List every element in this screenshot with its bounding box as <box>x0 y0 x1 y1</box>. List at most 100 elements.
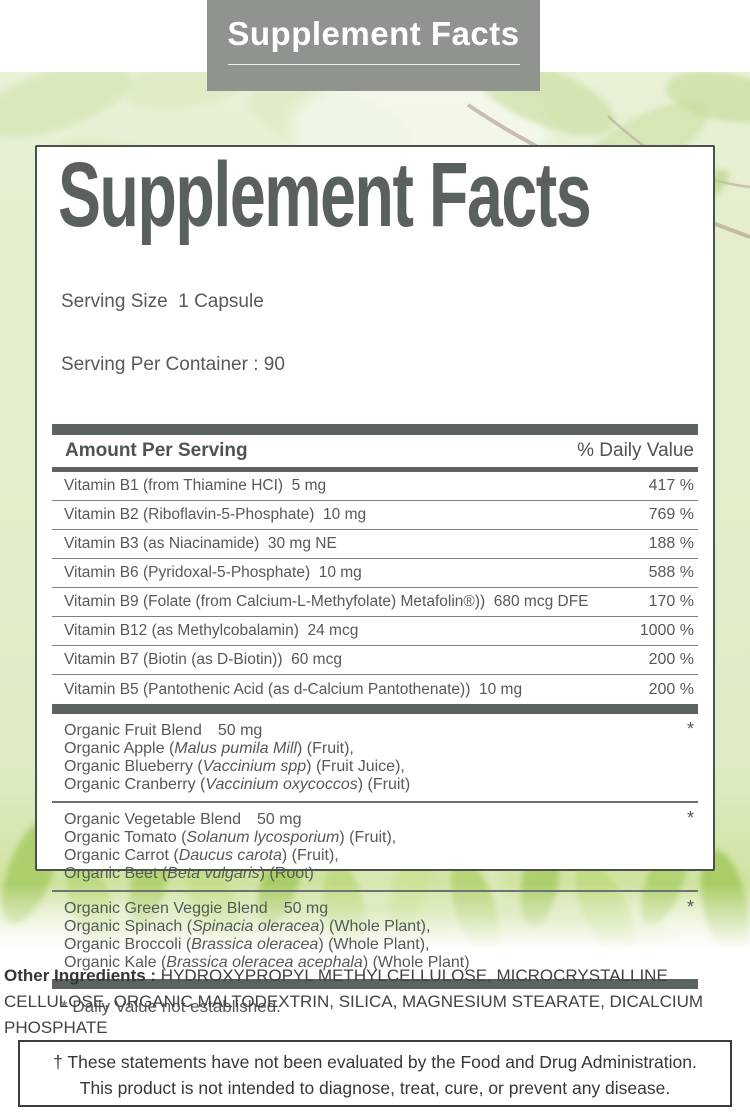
nutrient-rows: Vitamin B1 (from Thiamine HCI) 5 mg 417 … <box>37 472 713 704</box>
ingredient-latin: Brassica oleracea acephala <box>166 954 363 971</box>
nutrient-name: Vitamin B6 (Pyridoxal-5-Phosphate) 10 mg <box>64 564 362 581</box>
ingredient-suffix: ) (Whole Plant) <box>362 954 470 971</box>
table-header-left: Amount Per Serving <box>65 440 248 461</box>
ingredient-suffix: ) (Fruit), <box>339 829 397 846</box>
ingredient-prefix: Organic Apple ( <box>64 740 175 757</box>
blend-ingredients: Organic Spinach (Spinacia oleracea) (Who… <box>64 918 694 972</box>
ingredient-suffix: ) (Fruit), <box>281 847 339 864</box>
blend-section: Organic Vegetable Blend 50 mg * Organic … <box>37 803 713 890</box>
blend-amount: 50 mg <box>217 722 263 739</box>
nutrient-dv: 417 % <box>648 477 694 494</box>
divider-bar-after-blends <box>52 979 698 989</box>
ingredient-latin: Solanum lycosporium <box>186 829 340 846</box>
table-row: Vitamin B2 (Riboflavin-5-Phosphate) 10 m… <box>52 501 698 530</box>
ingredient-suffix: ) (Fruit) <box>357 776 411 793</box>
table-row: Vitamin B7 (Biotin (as D-Biotin)) 60 mcg… <box>52 646 698 675</box>
nutrient-name: Vitamin B2 (Riboflavin-5-Phosphate) 10 m… <box>64 506 367 523</box>
blend-ingredient-line: Organic Broccoli (Brassica oleracea) (Wh… <box>64 936 694 954</box>
nutrient-name: Vitamin B12 (as Methylcobalamin) 24 mcg <box>64 622 359 639</box>
blend-section: Organic Green Veggie Blend 50 mg * Organ… <box>37 892 713 979</box>
other-ingredients-label: Other Ingredients : <box>4 966 157 985</box>
table-row: Vitamin B5 (Pantothenic Acid (as d-Calci… <box>52 675 698 704</box>
ingredient-suffix: ) (Root) <box>259 865 314 882</box>
blend-ingredients: Organic Apple (Malus pumila Mill) (Fruit… <box>64 740 694 794</box>
fda-disclaimer-box: † These statements have not been evaluat… <box>18 1040 732 1107</box>
table-row: Vitamin B1 (from Thiamine HCI) 5 mg 417 … <box>52 472 698 501</box>
blend-dv: * <box>686 897 694 917</box>
ingredient-prefix: Organic Cranberry ( <box>64 776 206 793</box>
daily-value-footnote: * Daily Value not established. <box>61 997 281 1016</box>
blend-ingredient-line: Organic Cranberry (Vaccinium oxycoccos) … <box>64 776 694 794</box>
blend-dv: * <box>686 808 694 828</box>
ingredient-prefix: Organic Tomato ( <box>64 829 187 846</box>
ingredient-suffix: ) (Whole Plant), <box>318 936 430 953</box>
nutrient-dv: 170 % <box>648 593 694 610</box>
blend-ingredient-line: Organic Carrot (Daucus carota) (Fruit), <box>64 847 694 865</box>
blend-section: Organic Fruit Blend 50 mg * Organic Appl… <box>37 714 713 801</box>
servings-per-container: Serving Per Container : 90 <box>61 354 285 375</box>
nutrient-dv: 188 % <box>648 535 694 552</box>
ingredient-latin: Spinacia oleracea <box>192 918 320 935</box>
divider-bar-under-header <box>52 467 698 472</box>
nutrient-name: Vitamin B9 (Folate (from Calcium-L-Methy… <box>64 593 589 610</box>
blend-amount: 50 mg <box>283 900 329 917</box>
blend-name: Organic Vegetable Blend <box>64 811 242 828</box>
table-row: Vitamin B3 (as Niacinamide) 30 mg NE 188… <box>52 530 698 559</box>
panel-title: Supplement Facts <box>58 144 592 246</box>
blend-name: Organic Green Veggie Blend <box>64 900 268 917</box>
blend-separator <box>52 890 698 892</box>
blend-name: Organic Fruit Blend <box>64 722 202 739</box>
table-row: Vitamin B12 (as Methylcobalamin) 24 mcg … <box>52 617 698 646</box>
table-row: Vitamin B9 (Folate (from Calcium-L-Methy… <box>52 588 698 617</box>
divider-bar-thick-top <box>52 424 698 435</box>
ingredient-suffix: ) (Whole Plant), <box>319 918 431 935</box>
ingredient-suffix: ) (Fruit Juice), <box>306 758 405 775</box>
nutrient-name: Vitamin B1 (from Thiamine HCI) 5 mg <box>64 477 327 494</box>
ingredient-prefix: Organic Broccoli ( <box>64 936 192 953</box>
blend-ingredients: Organic Tomato (Solanum lycosporium) (Fr… <box>64 829 694 883</box>
table-header-right: % Daily Value <box>577 440 694 461</box>
ingredient-latin: Brassica oleracea <box>191 936 319 953</box>
table-header: Amount Per Serving % Daily Value <box>37 435 713 467</box>
other-ingredients-text: HYDROXYPROPYL METHYLCELLULOSE, MICROCRYS… <box>4 966 704 1037</box>
ingredient-latin: Vaccinium spp <box>202 758 307 775</box>
fda-disclaimer-line2: This product is not intended to diagnose… <box>79 1078 671 1098</box>
nutrient-dv: 200 % <box>648 651 694 668</box>
ingredient-latin: Beta vulgaris <box>167 865 260 882</box>
blend-ingredient-line: Organic Kale (Brassica oleracea acephala… <box>64 954 694 972</box>
ingredient-latin: Daucus carota <box>178 847 282 864</box>
top-banner: Supplement Facts <box>207 0 540 91</box>
ingredient-prefix: Organic Blueberry ( <box>64 758 203 775</box>
blend-ingredient-line: Organic Apple (Malus pumila Mill) (Fruit… <box>64 740 694 758</box>
ingredient-latin: Malus pumila Mill <box>174 740 297 757</box>
ingredient-latin: Vaccinium oxycoccos <box>205 776 358 793</box>
nutrient-dv: 1000 % <box>639 622 694 639</box>
blend-ingredient-line: Organic Tomato (Solanum lycosporium) (Fr… <box>64 829 694 847</box>
serving-size: Serving Size 1 Capsule <box>61 291 264 312</box>
ingredient-prefix: Organic Spinach ( <box>64 918 193 935</box>
table-row: Vitamin B6 (Pyridoxal-5-Phosphate) 10 mg… <box>52 559 698 588</box>
blend-dv: * <box>686 719 694 739</box>
ingredient-prefix: Organic Carrot ( <box>64 847 179 864</box>
blend-separator <box>52 801 698 803</box>
top-banner-title: Supplement Facts <box>227 15 520 52</box>
blend-ingredient-line: Organic Spinach (Spinacia oleracea) (Who… <box>64 918 694 936</box>
ingredient-prefix: Organic Beet ( <box>64 865 168 882</box>
nutrient-name: Vitamin B7 (Biotin (as D-Biotin)) 60 mcg <box>64 651 342 668</box>
top-banner-underline <box>227 64 520 65</box>
blend-sections: Organic Fruit Blend 50 mg * Organic Appl… <box>37 714 713 979</box>
fda-disclaimer-line1: † These statements have not been evaluat… <box>53 1052 697 1072</box>
supplement-facts-panel: Supplement Facts Serving Size 1 Capsule … <box>35 144 715 1016</box>
nutrient-dv: 200 % <box>648 680 694 698</box>
blend-ingredient-line: Organic Beet (Beta vulgaris) (Root) <box>64 865 694 883</box>
nutrient-name: Vitamin B5 (Pantothenic Acid (as d-Calci… <box>64 680 523 698</box>
blend-ingredient-line: Organic Blueberry (Vaccinium spp) (Fruit… <box>64 758 694 776</box>
nutrient-name: Vitamin B3 (as Niacinamide) 30 mg NE <box>64 535 337 552</box>
ingredient-prefix: Organic Kale ( <box>64 954 167 971</box>
ingredient-suffix: ) (Fruit), <box>296 740 354 757</box>
divider-bar-after-vitamins <box>52 704 698 714</box>
nutrient-dv: 769 % <box>648 506 694 523</box>
nutrient-dv: 588 % <box>648 564 694 581</box>
other-ingredients: Other Ingredients : HYDROXYPROPYL METHYL… <box>4 963 748 1041</box>
